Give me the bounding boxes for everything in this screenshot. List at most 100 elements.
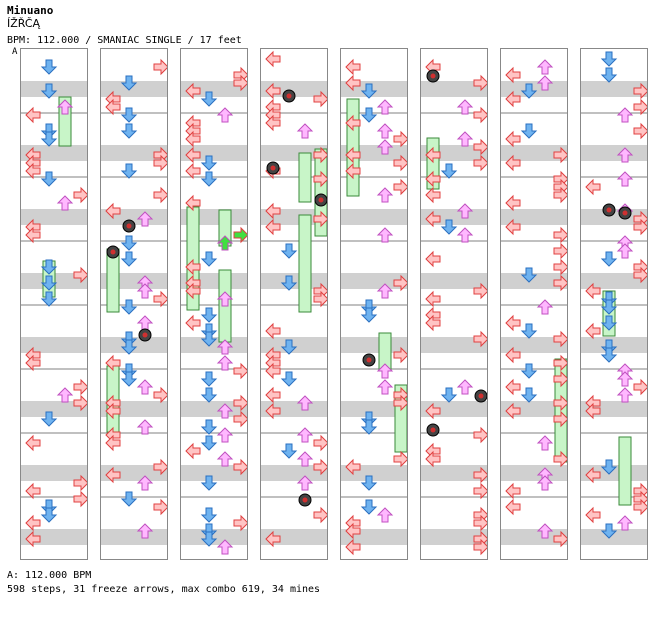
chart-column: [500, 48, 568, 560]
beat-stripe: [101, 337, 167, 353]
right-arrow: [473, 466, 487, 484]
column-lanes: [261, 50, 327, 548]
up-arrow: [376, 139, 394, 155]
up-arrow: [376, 99, 394, 115]
up-arrow: [136, 475, 154, 491]
right-arrow: [633, 266, 647, 284]
right-arrow: [553, 370, 567, 388]
beat-stripe: [101, 529, 167, 545]
right-arrow: [393, 346, 407, 364]
left-arrow: [585, 466, 601, 484]
chart-column: [580, 48, 648, 560]
up-arrow: [376, 363, 394, 379]
right-arrow: [473, 514, 487, 532]
beat-stripe: [501, 529, 567, 545]
left-arrow: [265, 402, 281, 420]
left-arrow: [345, 146, 361, 164]
left-arrow: [345, 458, 361, 476]
left-arrow: [25, 162, 41, 180]
left-arrow: [425, 314, 441, 332]
right-arrow: [313, 146, 327, 164]
up-arrow: [456, 227, 474, 243]
right-arrow: [473, 74, 487, 92]
down-arrow: [40, 507, 58, 523]
mine-core: [318, 197, 324, 203]
column-lanes: [581, 51, 647, 545]
beat-stripe: [21, 81, 87, 97]
mine-core: [366, 357, 372, 363]
down-arrow: [200, 387, 218, 403]
up-arrow: [296, 427, 314, 443]
mine-core: [430, 73, 436, 79]
down-arrow: [200, 91, 218, 107]
mine-core: [430, 427, 436, 433]
right-arrow: [553, 394, 567, 412]
left-arrow: [505, 482, 521, 500]
right-arrow: [633, 218, 647, 236]
down-arrow: [200, 531, 218, 547]
left-arrow: [265, 386, 281, 404]
right-arrow: [233, 74, 247, 92]
right-arrow: [473, 138, 487, 156]
left-arrow: [585, 178, 601, 196]
up-arrow: [296, 395, 314, 411]
left-arrow: [425, 210, 441, 228]
left-arrow: [425, 450, 441, 468]
down-arrow: [520, 323, 538, 339]
up-arrow: [376, 123, 394, 139]
right-arrow: [233, 226, 247, 244]
down-arrow: [600, 251, 618, 267]
right-arrow: [633, 378, 647, 396]
right-arrow: [73, 490, 87, 508]
beat-stripe: [421, 81, 487, 97]
left-arrow: [345, 114, 361, 132]
down-arrow: [280, 371, 298, 387]
right-arrow: [553, 186, 567, 204]
beat-stripe: [21, 337, 87, 353]
up-arrow: [536, 435, 554, 451]
beat-stripe: [21, 401, 87, 417]
left-arrow: [345, 538, 361, 556]
down-arrow: [200, 419, 218, 435]
left-arrow: [505, 218, 521, 236]
down-arrow: [40, 59, 58, 75]
down-arrow: [600, 523, 618, 539]
down-arrow: [280, 243, 298, 259]
down-arrow: [120, 371, 138, 387]
left-arrow: [25, 226, 41, 244]
down-arrow: [120, 235, 138, 251]
left-arrow: [425, 146, 441, 164]
down-arrow: [40, 131, 58, 147]
left-arrow: [505, 378, 521, 396]
bpm-label: A: 112.000 BPM: [7, 570, 92, 581]
left-arrow: [105, 202, 121, 220]
song-title: Minuano: [7, 4, 54, 17]
beat-stripe: [581, 145, 647, 161]
left-arrow: [505, 66, 521, 84]
up-arrow: [136, 283, 154, 299]
beat-stripe: [341, 273, 407, 289]
up-arrow: [136, 419, 154, 435]
right-arrow: [73, 378, 87, 396]
down-arrow: [120, 299, 138, 315]
left-arrow: [585, 402, 601, 420]
up-arrow: [376, 379, 394, 395]
beat-stripe: [21, 465, 87, 481]
beat-stripe: [181, 529, 247, 545]
column-lanes: [341, 58, 407, 556]
beat-stripe: [181, 465, 247, 481]
down-arrow: [120, 339, 138, 355]
left-arrow: [345, 58, 361, 76]
chart-meta: BPM: 112.000 / SMANIAC SINGLE / 17 feet: [7, 35, 242, 46]
down-arrow: [40, 83, 58, 99]
mine-core: [606, 207, 612, 213]
chart-column: [260, 48, 328, 560]
beat-stripe: [501, 337, 567, 353]
right-arrow: [233, 458, 247, 476]
mine-core: [142, 332, 148, 338]
mine-core: [478, 393, 484, 399]
up-arrow: [216, 355, 234, 371]
left-arrow: [105, 354, 121, 372]
left-arrow: [505, 90, 521, 108]
column-lanes: [21, 59, 87, 548]
